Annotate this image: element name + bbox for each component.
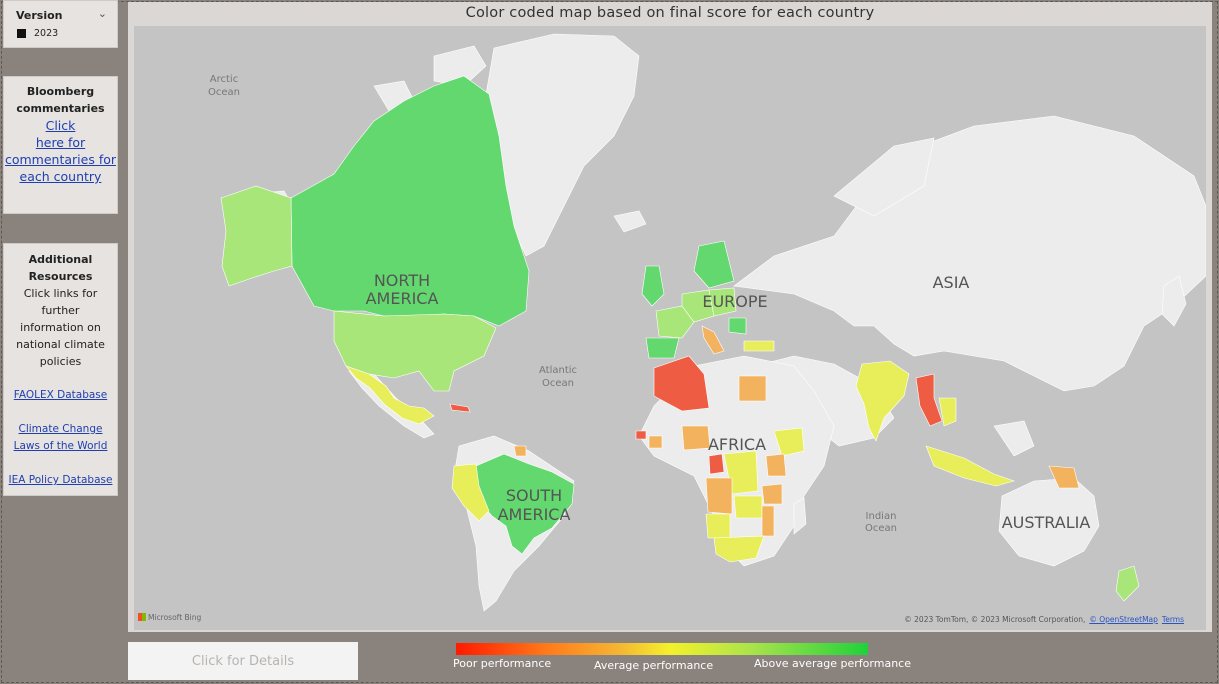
indian-ocean-label: Ocean <box>865 523 897 534</box>
map-title: Color coded map based on final score for… <box>465 5 875 21</box>
europe-label: EUROPE <box>702 292 767 311</box>
arctic-ocean-label: Ocean <box>208 87 240 98</box>
atlantic-ocean-label: Atlantic <box>539 365 577 376</box>
version-checkbox[interactable] <box>17 29 26 38</box>
version-slicer-label: Version <box>16 9 63 22</box>
country-italy[interactable] <box>701 325 725 355</box>
asia-label: ASIA <box>933 273 970 292</box>
country-poland[interactable] <box>708 287 737 317</box>
arctic-ocean-label: Arctic <box>210 74 238 85</box>
country-venezuela[interactable] <box>513 445 527 457</box>
version-value: 2023 <box>34 28 59 39</box>
country-papua-new-guinea[interactable] <box>1048 465 1080 489</box>
north-america-label: NORTH <box>374 271 430 290</box>
country-angola[interactable] <box>705 477 733 515</box>
country-peru[interactable] <box>451 463 490 522</box>
climate-change-laws-link[interactable]: Climate Change Laws of the World <box>13 423 108 452</box>
south-america-label: SOUTH <box>506 486 562 505</box>
map-attribution: © 2023 TomTom, © 2023 Microsoft Corporat… <box>904 615 1184 624</box>
country-myanmar[interactable] <box>915 373 943 427</box>
country-cameroon[interactable] <box>708 453 725 475</box>
country-canada[interactable] <box>290 75 530 327</box>
legend-average-label: Average performance <box>594 659 714 672</box>
country-indonesia[interactable] <box>925 445 1016 487</box>
map-visual[interactable]: Color coded map based on final score for… <box>128 2 1212 632</box>
country-senegal[interactable] <box>635 430 647 440</box>
country-ethiopia[interactable] <box>773 427 805 457</box>
country-namibia[interactable] <box>705 513 731 539</box>
performance-legend-gradient <box>456 643 868 655</box>
country-ghana[interactable] <box>648 435 663 449</box>
country-scandinavia[interactable] <box>693 240 735 289</box>
microsoft-bing-logo: Microsoft Bing <box>138 613 201 622</box>
additional-resources-panel: Additional Resources Click links for fur… <box>3 243 118 496</box>
country-cuba[interactable] <box>449 403 471 413</box>
bloomberg-commentaries-link[interactable]: Click here for commentaries for each cou… <box>4 118 117 184</box>
openstreetmap-link[interactable]: © OpenStreetMap <box>1089 615 1158 624</box>
country-uk[interactable] <box>641 265 665 307</box>
legend-poor-label: Poor performance <box>453 657 552 670</box>
click-for-details-button[interactable]: Click for Details <box>128 642 358 680</box>
country-egypt[interactable] <box>738 375 767 402</box>
resources-description: Click links for further information on n… <box>16 287 105 368</box>
resources-title: Additional Resources <box>28 253 93 283</box>
country-new-zealand[interactable] <box>1115 565 1140 602</box>
atlantic-ocean-label: Ocean <box>542 378 574 389</box>
country-algeria[interactable] <box>653 355 710 412</box>
country-alaska-usa[interactable] <box>220 185 293 287</box>
choropleth-map[interactable]: Arctic Ocean Atlantic Ocean Indian Ocean… <box>134 26 1206 630</box>
indian-ocean-label: Indian <box>866 511 897 522</box>
country-nigeria[interactable] <box>681 425 711 451</box>
country-mexico[interactable] <box>345 365 435 425</box>
country-thailand[interactable] <box>938 397 957 427</box>
bloomberg-panel: Bloomberg commentaries Click here for co… <box>3 76 118 214</box>
iea-policy-database-link[interactable]: IEA Policy Database <box>8 474 113 486</box>
version-slicer[interactable]: Version ⌄ 2023 <box>3 0 118 48</box>
country-tanzania[interactable] <box>761 483 783 505</box>
country-spain[interactable] <box>645 337 680 359</box>
south-america-label: AMERICA <box>498 505 571 524</box>
north-america-label: AMERICA <box>366 289 439 308</box>
bing-icon <box>138 613 146 621</box>
legend-above-label: Above average performance <box>754 657 911 670</box>
country-kenya[interactable] <box>765 453 787 477</box>
terms-link[interactable]: Terms <box>1161 615 1184 624</box>
chevron-down-icon[interactable]: ⌄ <box>97 7 107 20</box>
country-india[interactable] <box>855 360 910 442</box>
bloomberg-title: Bloomberg commentaries <box>16 85 105 115</box>
map-labels: Arctic Ocean Atlantic Ocean Indian Ocean… <box>208 74 1090 534</box>
country-germany[interactable] <box>681 289 715 323</box>
country-mozambique[interactable] <box>761 505 775 537</box>
country-france[interactable] <box>655 305 695 339</box>
country-romania[interactable] <box>728 317 747 335</box>
australia-label: AUSTRALIA <box>1002 513 1091 532</box>
africa-label: AFRICA <box>708 435 766 454</box>
faolex-database-link[interactable]: FAOLEX Database <box>13 389 108 401</box>
country-zambia[interactable] <box>733 495 763 519</box>
country-south-africa[interactable] <box>713 535 765 563</box>
country-turkey[interactable] <box>743 340 775 352</box>
